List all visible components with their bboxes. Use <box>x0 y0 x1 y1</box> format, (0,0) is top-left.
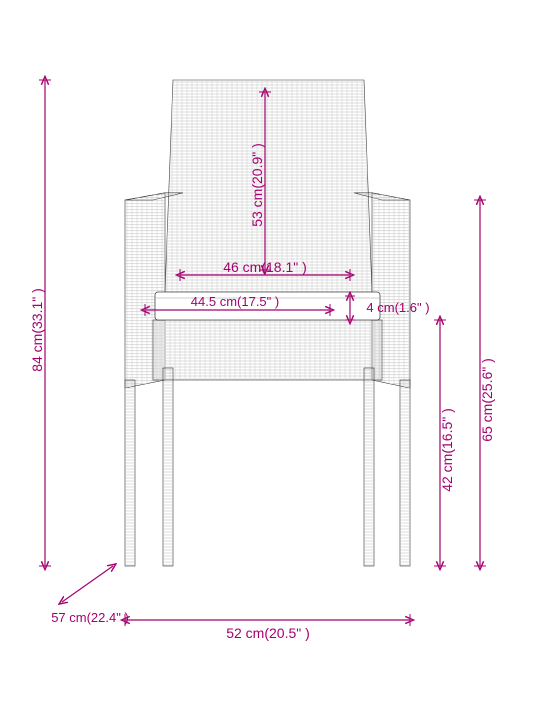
dimension-annotations: 84 cm(33.1" ) 65 cm(25.6" ) 42 cm(16.5" ) 5… <box>29 80 495 641</box>
dim-seat-height: 42 cm(16.5" ) <box>434 320 455 566</box>
dim-arm-height: 65 cm(25.6" ) <box>474 200 495 566</box>
dim-label-arm-height: 65 cm(25.6" ) <box>479 358 495 442</box>
dim-depth: 57 cm(22.4" ) <box>51 566 129 625</box>
dim-label-cushion-width: 44.5 cm(17.5" ) <box>191 294 279 309</box>
dim-label-total-height: 84 cm(33.1" ) <box>29 288 45 372</box>
dim-label-total-width: 52 cm(20.5" ) <box>226 625 310 641</box>
chair-illustration <box>125 80 410 566</box>
dim-label-back-height: 53 cm(20.9" ) <box>249 143 265 227</box>
dim-label-depth: 57 cm(22.4" ) <box>51 610 129 625</box>
dim-total-height: 84 cm(33.1" ) <box>29 80 51 566</box>
dim-total-width: 52 cm(20.5" ) <box>125 614 410 641</box>
dim-label-cushion-thick: 4 cm(1.6" ) <box>366 300 429 315</box>
dim-label-seat-depth: 46 cm(18.1" ) <box>223 259 307 275</box>
dim-label-seat-height: 42 cm(16.5" ) <box>439 408 455 492</box>
dim-seat-depth: 46 cm(18.1" ) <box>180 259 350 281</box>
dimension-diagram: 84 cm(33.1" ) 65 cm(25.6" ) 42 cm(16.5" ) 5… <box>0 0 540 720</box>
